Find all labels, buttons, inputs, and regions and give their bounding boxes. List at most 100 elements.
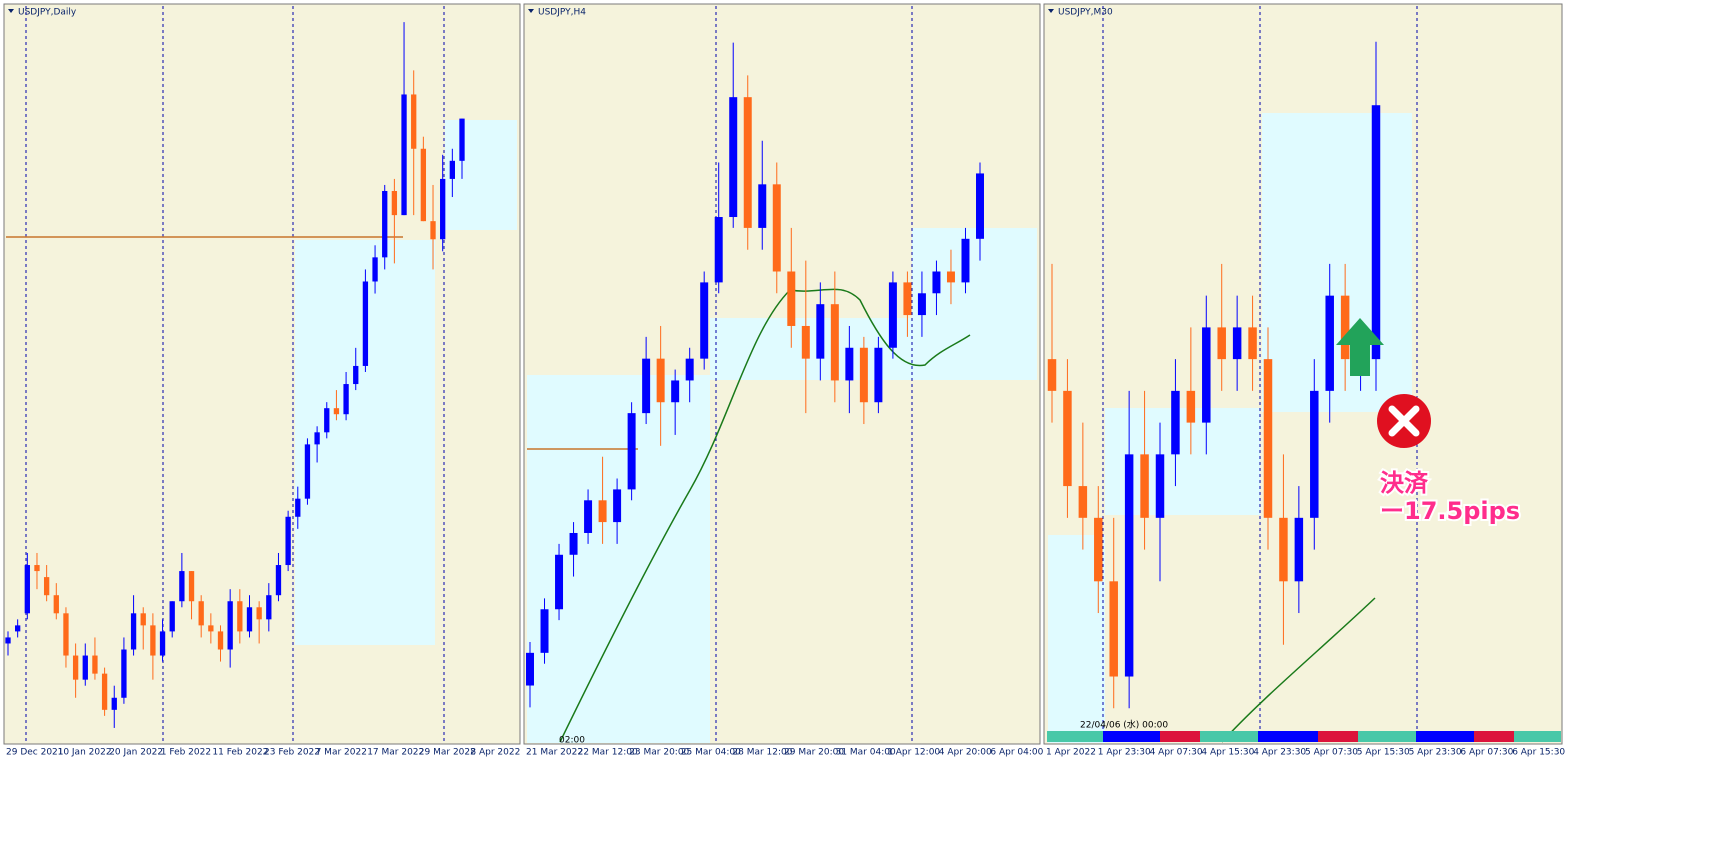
candle-body — [362, 281, 369, 366]
candle-body — [830, 304, 839, 381]
candle-body — [540, 609, 549, 653]
candle-body — [150, 625, 156, 656]
candle-body — [411, 94, 417, 149]
candle-body — [1371, 105, 1381, 360]
candle-body — [295, 498, 301, 517]
x-axis-label: 6 Apr 15:30 — [1512, 748, 1565, 758]
x-axis-label: 29 Mar 2022 — [419, 748, 476, 758]
candle-body — [787, 271, 796, 326]
candle-body — [642, 358, 651, 414]
candle-body — [227, 601, 233, 650]
candle-body — [758, 184, 767, 228]
x-axis-label: 21 Mar 2022 — [526, 748, 583, 758]
candle-body — [671, 380, 680, 403]
candle-body — [92, 655, 98, 674]
candle-body — [1109, 581, 1118, 677]
candle-body — [420, 148, 427, 222]
candle-body — [43, 577, 50, 596]
x-axis-label: 4 Apr 20:00 — [939, 748, 992, 758]
moving-average — [1221, 597, 1376, 743]
candle-body — [353, 365, 359, 385]
candle-body — [121, 649, 127, 698]
candle-body — [627, 413, 636, 490]
candle-body — [569, 532, 578, 555]
candle-body — [285, 516, 291, 566]
candle-body — [656, 358, 665, 403]
candle-body — [845, 347, 854, 381]
candle-body — [391, 190, 398, 216]
candle-body — [1155, 454, 1165, 518]
candle-body — [1340, 295, 1350, 360]
candle-body — [859, 347, 868, 403]
x-axis-label: 23 Mar 20:00 — [629, 748, 689, 758]
candle-body — [714, 217, 723, 283]
candle-body — [372, 257, 378, 282]
candle-body — [888, 282, 897, 348]
candle-body — [801, 325, 810, 359]
x-axis-label: 11 Feb 2022 — [212, 748, 268, 758]
candle-body — [917, 293, 926, 316]
period-separators — [25, 6, 1418, 742]
candle-body — [72, 655, 79, 680]
candle-body — [179, 571, 185, 602]
candle-body — [1063, 390, 1072, 487]
candle-body — [101, 673, 108, 710]
candle-body — [111, 697, 117, 710]
candles — [5, 22, 1381, 728]
candle-body — [1171, 390, 1180, 455]
title-arrow — [8, 9, 14, 13]
candle-body — [440, 178, 446, 240]
candle-body — [82, 655, 88, 680]
x-axis-label: 7 Mar 2022 — [316, 748, 367, 758]
candle-body — [976, 173, 984, 239]
candle-body — [188, 571, 195, 602]
x-axis-label: 6 Apr 07:30 — [1460, 748, 1513, 758]
x-axis-label: 10 Jan 2022 — [58, 748, 112, 758]
candle-body — [237, 601, 243, 632]
x-axis-label: 31 Mar 04:00 — [836, 748, 896, 758]
x-axis-label: 17 Mar 2022 — [367, 748, 424, 758]
candle-body — [256, 607, 262, 620]
x-axis-label: 29 Dec 2021 — [6, 748, 64, 758]
candle-body — [1310, 390, 1319, 518]
candle-body — [169, 601, 175, 632]
x-axis-label: 1 Apr 23:30 — [1098, 748, 1151, 758]
x-axis-label: 1 Apr 2022 — [1046, 748, 1096, 758]
candle-body — [613, 489, 622, 523]
candle-body — [685, 358, 694, 381]
x-axis-label: 5 Apr 15:30 — [1357, 748, 1410, 758]
candle-body — [1124, 454, 1134, 677]
candle-body — [903, 282, 912, 316]
candle-body — [208, 625, 214, 632]
candle-body — [1217, 327, 1226, 360]
candle-body — [1279, 517, 1288, 582]
x-axis-label: 20 Jan 2022 — [109, 748, 163, 758]
title-arrow — [1048, 9, 1054, 13]
candle-body — [63, 613, 69, 656]
candle-body — [1232, 327, 1242, 360]
candle-body — [343, 384, 349, 415]
x-axis-label: 6 Apr 04:00 — [990, 748, 1043, 758]
candle-body — [700, 282, 709, 359]
cursor-label: 02:00 — [559, 736, 585, 746]
candle-body — [1047, 359, 1057, 391]
x-axis-label: 5 Apr 07:30 — [1305, 748, 1358, 758]
candle-body — [246, 607, 253, 632]
cursor-label: 22/04/06 (水) 00:00 — [1080, 719, 1168, 731]
x-axis-label: 5 Apr 23:30 — [1409, 748, 1462, 758]
candle-body — [275, 565, 282, 596]
candle-body — [217, 631, 224, 650]
candle-body — [1263, 359, 1273, 518]
candle-body — [5, 637, 11, 644]
x-axis-label: 29 Mar 20:00 — [784, 748, 844, 758]
x-axis-label: 25 Mar 04:00 — [681, 748, 741, 758]
candle-body — [1078, 486, 1088, 518]
candle-body — [1248, 327, 1257, 360]
x-axis-label: 8 Apr 2022 — [470, 748, 520, 758]
panel-title: USDJPY,H4 — [538, 8, 586, 18]
candle-body — [266, 595, 272, 620]
candle-body — [526, 652, 534, 686]
candle-body — [932, 271, 941, 294]
candle-body — [1094, 517, 1103, 582]
